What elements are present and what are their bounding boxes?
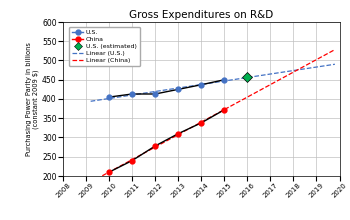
Legend: U.S., China, U.S. (estimated), Linear (U.S.), Linear (China): U.S., China, U.S. (estimated), Linear (U… [69,27,140,66]
Title: Gross Expenditures on R&D: Gross Expenditures on R&D [129,10,273,20]
Y-axis label: Purchasing Power Parity in billions
(constant 2009 $): Purchasing Power Parity in billions (con… [26,42,39,156]
